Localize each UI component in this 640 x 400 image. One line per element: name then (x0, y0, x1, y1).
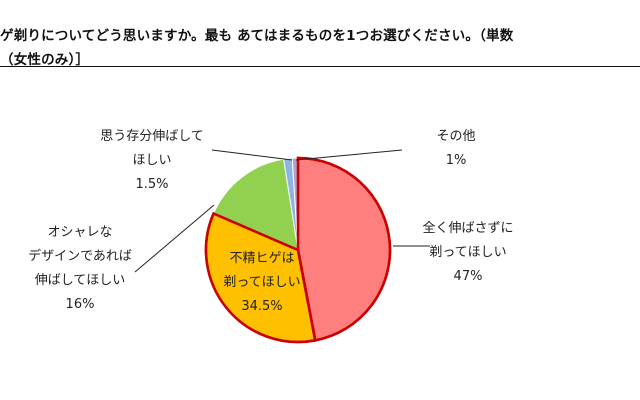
leader-line-4 (211, 149, 293, 161)
pie-slice-outline-2 (204, 211, 317, 344)
slice-value-2: 34.5% (241, 299, 282, 314)
pie-slices (204, 156, 392, 344)
slice-label-2: 不精ヒゲは (229, 251, 294, 266)
slice-value-5: 1% (446, 153, 467, 168)
leader-line-5 (295, 149, 403, 161)
slice-label-3: オシャレな (47, 225, 112, 240)
slice-label-5: その他 (436, 129, 475, 144)
question-header: ゲ剃りについてどう思いますか。最も あてはまるものを1つお選びください。（単数 … (0, 0, 640, 68)
pie-slice-1 (296, 156, 392, 342)
pie-slice-outline-1 (296, 156, 392, 342)
slice-label-1: 剃ってほしい (429, 245, 506, 260)
slice-labels: 全く伸ばさずに剃ってほしい47%不精ヒゲは剃ってほしい34.5%オシャレなデザイ… (28, 129, 513, 314)
leader-lines (134, 149, 430, 273)
question-text-line1: ゲ剃りについてどう思いますか。最も あてはまるものを1つお選びください。（単数 (0, 28, 514, 44)
slice-label-4: 思う存分伸ばして (100, 129, 204, 144)
leader-line-3 (134, 204, 215, 273)
question-text-line2: （女性のみ）］ (0, 52, 90, 68)
slice-label-1: 全く伸ばさずに (422, 220, 513, 236)
pie-slice-3 (212, 158, 299, 251)
slice-label-2: 剃ってほしい (223, 275, 300, 290)
header-underline (0, 66, 640, 67)
slice-label-4: ほしい (132, 153, 171, 168)
slice-label-3: 伸ばしてほしい (35, 273, 126, 288)
slice-value-3: 16% (66, 297, 95, 312)
slice-label-3: デザインであれば (28, 248, 132, 264)
slice-value-4: 1.5% (135, 177, 168, 192)
slice-value-1: 47% (454, 269, 483, 284)
